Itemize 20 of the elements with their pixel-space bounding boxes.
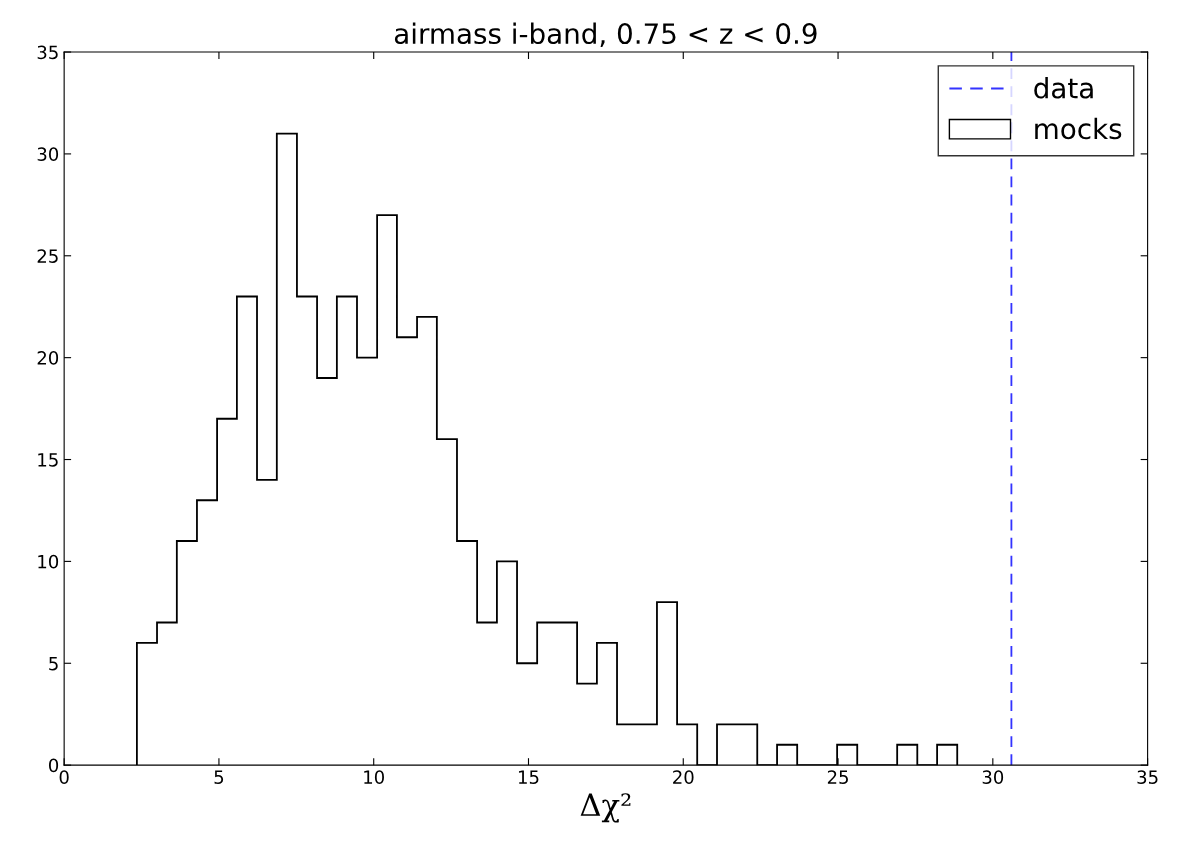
y-tick-label: 15 — [38, 453, 58, 467]
y-tick-label: 25 — [37, 249, 58, 263]
y-tick-label: 20 — [37, 351, 59, 365]
y-tick-label: 30 — [37, 147, 59, 162]
ref-line-label: data — [1034, 77, 1093, 99]
x-tick-label: 35 — [1137, 770, 1158, 784]
y-tick-label: 5 — [49, 656, 58, 671]
x-tick-label: 30 — [982, 770, 1004, 784]
x-tick-label: 5 — [214, 770, 224, 784]
y-tick-label: 35 — [37, 45, 58, 60]
x-tick-label: 25 — [827, 770, 848, 784]
x-axis-title: Δχ² — [580, 793, 631, 823]
y-tick-label: 0 — [48, 758, 59, 773]
legend-label: mocks — [1035, 117, 1122, 140]
x-tick-label: 15 — [518, 770, 539, 784]
x-tick-label: 10 — [364, 770, 384, 784]
x-tick-label: 20 — [673, 770, 694, 784]
y-tick-label: 10 — [38, 554, 59, 569]
x-tick-label: 0 — [59, 770, 69, 784]
chart-title: airmass i-band, 0.75 < z < 0.9 — [394, 22, 817, 47]
